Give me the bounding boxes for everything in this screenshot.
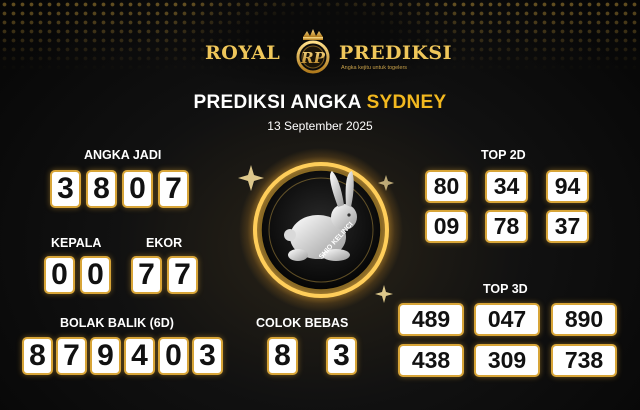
bolak-balik-label: BOLAK BALIK (6D) xyxy=(60,316,174,330)
kepala-digit: 0 xyxy=(80,256,111,294)
title-prefix: PREDIKSI ANGKA xyxy=(193,92,361,113)
top-2d-number: 09 xyxy=(425,210,468,243)
angka-jadi-digit: 7 xyxy=(158,170,189,208)
top-2d-number: 78 xyxy=(485,210,528,243)
crown-emblem-icon: RP xyxy=(296,29,330,74)
angka-jadi-digit: 8 xyxy=(86,170,117,208)
ekor-digit: 7 xyxy=(131,256,162,294)
brand-name-right: PREDIKSI xyxy=(339,42,453,64)
bolak-balik-digit: 3 xyxy=(192,337,223,375)
bolak-balik-digit: 8 xyxy=(22,337,53,375)
bolak-balik-digit: 9 xyxy=(90,337,121,375)
top-3d-label: TOP 3D xyxy=(483,282,528,296)
kepala-label: KEPALA xyxy=(51,236,102,250)
brand-logo: ROYAL RP PREDIKSI Angka kejitu untuk tog… xyxy=(205,28,452,78)
brand-tagline: Angka kejitu untuk togelers xyxy=(341,65,408,71)
angka-jadi-digit: 3 xyxy=(50,170,81,208)
draw-date: 13 September 2025 xyxy=(267,119,373,133)
emblem-text: RP xyxy=(300,49,325,67)
top-2d-number: 94 xyxy=(546,170,589,203)
top-3d-number: 489 xyxy=(398,303,464,336)
angka-jadi-label: ANGKA JADI xyxy=(84,148,162,162)
rabbit-icon xyxy=(284,171,357,261)
bolak-balik-digit: 4 xyxy=(124,337,155,375)
top-2d-number: 80 xyxy=(425,170,468,203)
brand-name-left: ROYAL xyxy=(205,42,281,64)
shio-ring-graphic xyxy=(238,148,403,312)
shio-ring xyxy=(226,145,416,315)
top-3d-number: 309 xyxy=(474,344,540,377)
bolak-balik-digit: 0 xyxy=(158,337,189,375)
top-3d-number: 890 xyxy=(551,303,617,336)
angka-jadi-digit: 0 xyxy=(122,170,153,208)
top-3d-number: 047 xyxy=(474,303,540,336)
top-2d-number: 34 xyxy=(485,170,528,203)
top-3d-number: 438 xyxy=(398,344,464,377)
top-2d-number: 37 xyxy=(546,210,589,243)
kepala-digit: 0 xyxy=(44,256,75,294)
colok-bebas-digit: 3 xyxy=(326,337,357,375)
page-title: PREDIKSI ANGKA SYDNEY xyxy=(0,92,640,114)
colok-bebas-label: COLOK BEBAS xyxy=(256,316,349,330)
colok-bebas-digit: 8 xyxy=(267,337,298,375)
ekor-label: EKOR xyxy=(146,236,183,250)
top-3d-number: 738 xyxy=(551,344,617,377)
ekor-digit: 7 xyxy=(167,256,198,294)
title-market: SYDNEY xyxy=(366,92,447,113)
bolak-balik-digit: 7 xyxy=(56,337,87,375)
top-2d-label: TOP 2D xyxy=(481,148,526,162)
